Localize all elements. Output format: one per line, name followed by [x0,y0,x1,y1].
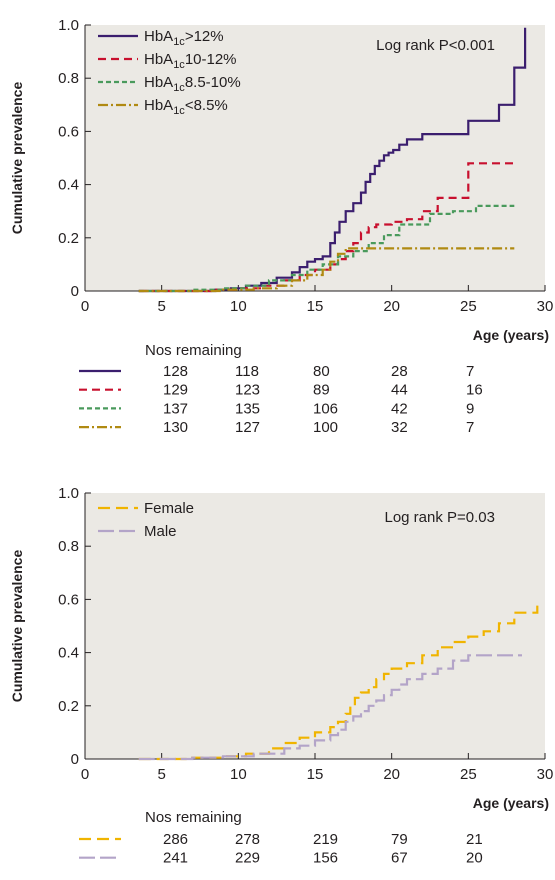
y-tick-label: 1.0 [58,17,79,34]
x-tick-label: 30 [537,766,554,783]
numbers-remaining-value: 89 [313,382,330,399]
y-tick-label: 0.6 [58,591,79,608]
numbers-remaining-value: 123 [235,382,260,399]
numbers-remaining-value: 130 [163,419,188,436]
x-axis-label: Age (years) [473,327,549,343]
y-tick-label: 0.2 [58,698,79,715]
numbers-remaining-value: 229 [235,850,260,867]
numbers-remaining-value: 21 [466,831,483,848]
plot-background [85,493,545,759]
x-tick-label: 15 [307,298,324,315]
x-tick-label: 15 [307,766,324,783]
numbers-remaining-value: 28 [391,363,408,380]
numbers-remaining-value: 137 [163,400,188,417]
y-tick-label: 0.8 [58,70,79,87]
x-tick-label: 30 [537,298,554,315]
x-tick-label: 25 [460,766,477,783]
legend-suffix: <8.5% [185,97,228,114]
legend-subscript: 1c [173,59,185,71]
legend-suffix: 8.5-10% [185,74,241,91]
series-line-3 [138,247,515,293]
numbers-remaining-value: 106 [313,400,338,417]
y-tick-label: 0.6 [58,123,79,140]
legend-prefix: HbA [144,97,173,114]
numbers-remaining-title: Nos remaining [145,809,242,826]
legend-subscript: 1c [173,36,185,48]
x-tick-label: 5 [157,298,165,315]
y-tick-label: 0.2 [58,230,79,247]
numbers-remaining-value: 16 [466,382,483,399]
x-tick-label: 10 [230,298,247,315]
y-tick-label: 0 [71,751,79,768]
legend-suffix: >12% [185,28,224,45]
y-tick-label: 1.0 [58,485,79,502]
numbers-remaining-title: Nos remaining [145,342,242,359]
numbers-remaining-value: 9 [466,400,474,417]
numbers-remaining-value: 278 [235,831,260,848]
numbers-remaining-value: 67 [391,850,408,867]
y-tick-label: 0.8 [58,538,79,555]
numbers-remaining-value: 44 [391,382,408,399]
plot-background [85,25,545,291]
x-tick-label: 25 [460,298,477,315]
numbers-remaining-value: 7 [466,363,474,380]
numbers-remaining-value: 32 [391,419,408,436]
series-line-0 [138,602,539,761]
legend-suffix: 10-12% [185,51,237,68]
legend-prefix: HbA [144,51,173,68]
x-axis-label: Age (years) [473,795,549,811]
numbers-remaining-value: 219 [313,831,338,848]
numbers-remaining-value: 127 [235,419,260,436]
numbers-remaining-value: 100 [313,419,338,436]
numbers-remaining-value: 20 [466,850,483,867]
legend-entry-0: HbA1c>12% [144,28,224,48]
x-tick-label: 0 [81,298,89,315]
y-axis-label: Cumulative prevalence [9,82,25,235]
legend-prefix: HbA [144,74,173,91]
legend-subscript: 1c [173,82,185,94]
legend-prefix: HbA [144,28,173,45]
numbers-remaining-value: 129 [163,382,188,399]
numbers-remaining-value: 128 [163,363,188,380]
numbers-remaining-value: 241 [163,850,188,867]
numbers-remaining-value: 135 [235,400,260,417]
legend-entry-1: Male [144,523,177,540]
x-tick-label: 0 [81,766,89,783]
chart-panel-top: 0 0.2 0.4 0.6 0.8 1.0 0 5 10 15 20 25 30 Cumulative p… [9,17,553,436]
y-tick-label: 0 [71,283,79,300]
legend-subscript: 1c [173,105,185,117]
legend-entry-2: HbA1c8.5-10% [144,74,241,94]
x-tick-label: 10 [230,766,247,783]
numbers-remaining-value: 79 [391,831,408,848]
legend-entry-1: HbA1c10-12% [144,51,237,71]
x-tick-label: 5 [157,766,165,783]
series-line-1 [138,654,522,761]
series-line-0 [138,27,527,293]
numbers-remaining-value: 118 [235,363,259,380]
x-tick-label: 20 [383,298,400,315]
y-tick-label: 0.4 [58,177,79,194]
legend-entry-0: Female [144,500,194,517]
log-rank-annotation: Log rank P<0.001 [376,37,495,54]
numbers-remaining-value: 7 [466,419,474,436]
log-rank-annotation: Log rank P=0.03 [384,509,495,526]
y-tick-label: 0.4 [58,645,79,662]
numbers-remaining-value: 80 [313,363,330,380]
numbers-remaining-value: 286 [163,831,188,848]
numbers-remaining-value: 42 [391,400,408,417]
chart-panel-bottom: 0 0.2 0.4 0.6 0.8 1.0 0 5 10 15 20 25 30 Cumulative p… [9,485,553,867]
y-axis-label: Cumulative prevalence [9,550,25,703]
legend-entry-3: HbA1c<8.5% [144,97,228,117]
x-tick-label: 20 [383,766,400,783]
numbers-remaining-value: 156 [313,850,338,867]
